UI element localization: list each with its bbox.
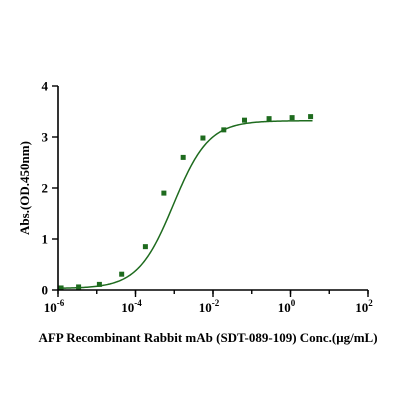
data-point (180, 154, 186, 160)
x-tick-exponent: 0 (291, 298, 296, 308)
data-point (289, 115, 295, 121)
x-tick-exponent: -6 (57, 298, 65, 308)
x-tick-label: 10-6 (44, 298, 65, 315)
x-tick-label: 10-4 (121, 298, 142, 315)
x-tick-exponent: 2 (368, 298, 373, 308)
x-axis-ticks: 10-6 10-4 10-2 100 102 (44, 290, 373, 315)
data-point (142, 244, 148, 250)
x-tick-base: 10 (44, 300, 57, 315)
y-axis-ticks: 0 1 2 3 4 (42, 79, 58, 298)
x-tick-exponent: -2 (212, 298, 220, 308)
y-tick-label: 4 (42, 79, 49, 94)
x-tick-base: 10 (121, 300, 134, 315)
data-point (96, 281, 102, 287)
y-tick-label: 2 (42, 181, 49, 196)
y-tick-label: 3 (42, 130, 49, 145)
y-tick-label: 1 (42, 232, 49, 247)
x-tick-label: 102 (355, 298, 373, 315)
data-points (58, 114, 314, 291)
x-tick-base: 10 (278, 300, 291, 315)
data-point (242, 117, 248, 123)
x-tick-base: 10 (199, 300, 212, 315)
data-point (76, 284, 82, 290)
x-axis-title: AFP Recombinant Rabbit mAb (SDT-089-109)… (38, 330, 377, 345)
y-tick-label: 0 (42, 283, 49, 298)
data-point (266, 116, 272, 122)
x-tick-base: 10 (355, 300, 368, 315)
data-point (161, 190, 167, 196)
data-point (200, 135, 206, 141)
fit-curve (59, 120, 313, 289)
data-point (308, 114, 314, 120)
data-point (119, 271, 125, 277)
x-tick-exponent: -4 (134, 298, 142, 308)
y-axis-title: Abs.(OD.450nm) (17, 141, 32, 235)
x-tick-label: 100 (278, 298, 296, 315)
x-tick-label: 10-2 (199, 298, 220, 315)
data-point (221, 127, 227, 133)
data-point (58, 285, 64, 291)
